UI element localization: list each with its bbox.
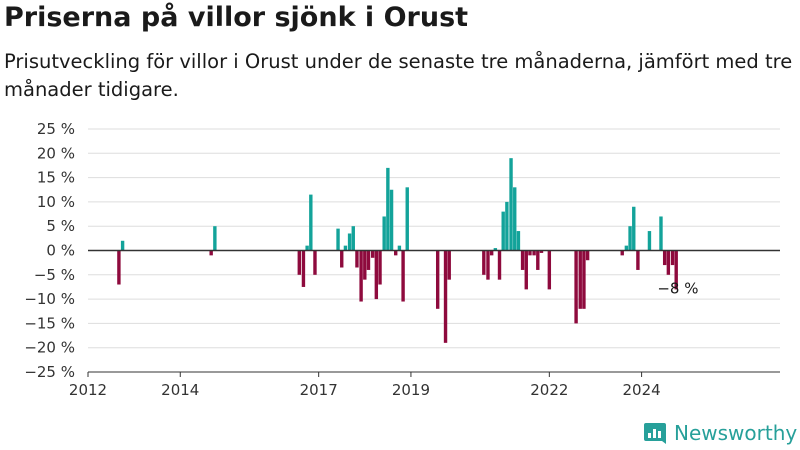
bar: [401, 250, 405, 302]
bar: [628, 226, 632, 251]
bar: [620, 250, 624, 256]
bar: [539, 250, 544, 253]
bar: [366, 250, 371, 270]
newsworthy-logo-icon: [644, 423, 666, 444]
bar: [674, 250, 678, 290]
brand-name: Newsworthy: [674, 421, 798, 445]
bar: [493, 248, 498, 251]
bar: [313, 250, 317, 275]
bar: [497, 250, 502, 280]
brand-logo: Newsworthy: [643, 418, 797, 448]
y-tick-label: 5 %: [46, 217, 75, 235]
bar: [305, 245, 309, 251]
bar: [435, 250, 440, 309]
bar: [647, 231, 652, 251]
x-tick-label: 2024: [623, 381, 661, 399]
bar: [359, 250, 363, 302]
bar: [636, 250, 640, 270]
bar: [486, 250, 490, 280]
x-tick-label: 2014: [161, 381, 199, 399]
bar: [213, 226, 217, 251]
y-tick-label: −20 %: [24, 339, 75, 357]
bar: [624, 245, 629, 251]
bar: [632, 206, 636, 251]
y-tick-label: −15 %: [24, 314, 75, 332]
bar: [505, 201, 509, 251]
y-tick-label: 20 %: [37, 144, 75, 162]
y-tick-label: 10 %: [37, 193, 75, 211]
bar: [209, 250, 213, 256]
bar: [443, 250, 448, 343]
x-tick-label: 2019: [392, 381, 430, 399]
bar: [666, 250, 671, 275]
bar: [536, 250, 540, 270]
bar: [528, 250, 532, 256]
bar: [582, 250, 586, 309]
x-tick-label: 2012: [69, 381, 107, 399]
bar-chart: 25 % 20 % 15 % 10 % 5 % 0 % −5 % −10 % −15 % −20 …: [24, 120, 780, 399]
bar: [662, 250, 667, 266]
bar: [447, 250, 451, 280]
x-tick-label: 2022: [530, 381, 568, 399]
y-tick-label: 25 %: [37, 120, 75, 138]
bar: [574, 250, 578, 324]
bar: [397, 245, 402, 251]
bar: [532, 250, 536, 256]
labels: 25 % 20 % 15 % 10 % 5 % 0 % −5 % −10 % −15 % −20 …: [24, 120, 698, 399]
bar: [336, 228, 340, 251]
bar: [405, 187, 409, 251]
bar: [370, 250, 375, 258]
bar: [340, 250, 344, 268]
bar: [513, 187, 517, 251]
bar: [374, 250, 379, 300]
y-tick-label: −5 %: [34, 266, 75, 284]
bar: [578, 250, 582, 309]
bar: [351, 226, 355, 251]
bar: [386, 167, 390, 251]
bar: [309, 194, 313, 251]
bar: [343, 245, 348, 251]
bar: [520, 250, 525, 270]
bar: [659, 216, 663, 251]
bar: [394, 250, 398, 256]
bar: [297, 250, 301, 275]
bar: [585, 250, 590, 261]
bar: [347, 233, 352, 251]
y-tick-label: −25 %: [24, 363, 75, 381]
y-tick-label: 0 %: [46, 242, 75, 260]
bar: [120, 240, 125, 251]
bar: [501, 211, 505, 251]
y-tick-label: 15 %: [37, 169, 75, 187]
bar: [670, 250, 675, 266]
chart-subtitle: Prisutveckling för villor i Orust under …: [4, 50, 793, 101]
grid-lines: [88, 128, 780, 373]
bar: [117, 250, 121, 285]
bar: [547, 250, 552, 290]
bar: [482, 250, 486, 275]
axes: [87, 249, 780, 377]
y-tick-label: −10 %: [24, 290, 75, 308]
bar: [301, 250, 306, 287]
bar: [516, 231, 521, 251]
bar: [509, 158, 513, 251]
bar: [378, 250, 382, 285]
chart-title: Priserna på villor sjönk i Orust: [4, 2, 469, 33]
bar: [524, 250, 528, 290]
bar: [363, 250, 367, 280]
bars: [117, 158, 678, 343]
data-label: −8 %: [657, 279, 698, 297]
bar: [355, 250, 359, 268]
bar: [389, 189, 394, 251]
bar: [489, 250, 494, 256]
bar: [382, 216, 386, 251]
x-tick-label: 2017: [300, 381, 338, 399]
